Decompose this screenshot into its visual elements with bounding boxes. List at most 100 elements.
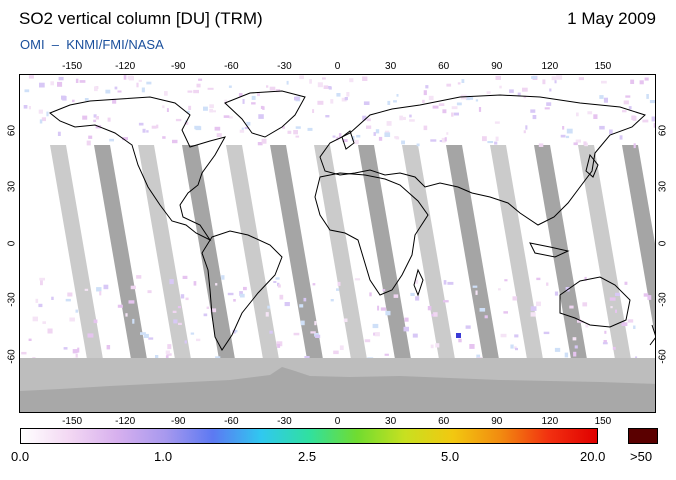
so2-speckle-360: [276, 341, 283, 347]
so2-speckle-334: [336, 136, 339, 141]
so2-speckle-96: [482, 136, 487, 142]
so2-speckle-140: [117, 90, 122, 93]
so2-speckle-261: [433, 312, 438, 317]
so2-speckle-106: [546, 282, 549, 286]
so2-speckle-353: [404, 317, 409, 322]
so2-speckle-2: [337, 281, 341, 286]
so2-speckle-370: [269, 86, 276, 91]
so2-speckle-337: [410, 292, 415, 296]
so2-speckle-273: [269, 330, 273, 334]
so2-speckle-381: [69, 317, 75, 322]
so2-speckle-41: [486, 91, 491, 94]
so2-speckle-105: [438, 103, 445, 106]
top-lon-tick-2: -90: [171, 61, 186, 72]
so2-speckle-240: [427, 306, 432, 311]
bottom-lon-tick-6: 30: [385, 416, 397, 427]
so2-speckle-87: [47, 328, 53, 334]
map-title: SO2 vertical column [DU] (TRM): [19, 9, 263, 28]
so2-speckle-9: [50, 81, 54, 86]
so2-speckle-236: [435, 343, 440, 348]
so2-speckle-189: [141, 87, 145, 93]
so2-speckle-275: [265, 312, 269, 317]
so2-speckle-212: [196, 83, 201, 88]
top-lon-tick-9: 120: [541, 61, 559, 72]
so2-speckle-350: [401, 140, 405, 145]
so2-speckle-394: [649, 100, 655, 104]
so2-speckle-102: [294, 96, 300, 101]
so2-speckle-385: [109, 138, 114, 142]
so2-speckle-198: [257, 142, 263, 146]
so2-speckle-371: [583, 141, 587, 146]
so2-speckle-306: [57, 131, 61, 136]
so2-speckle-415: [266, 85, 269, 88]
so2-speckle-53: [393, 294, 399, 298]
antarctica-landmass: [20, 367, 655, 412]
so2-speckle-234: [403, 326, 409, 332]
so2-speckle-316: [51, 296, 54, 300]
so2-speckle-149: [286, 80, 289, 85]
so2-speckle-43: [105, 89, 111, 94]
so2-speckle-108: [530, 312, 536, 317]
so2-speckle-195: [484, 315, 488, 319]
so2-speckle-386: [122, 137, 128, 141]
so2-speckle-83: [267, 305, 271, 309]
so2-speckle-404: [619, 135, 623, 140]
so2-speckle-255: [515, 347, 518, 351]
so2-speckle-200: [77, 347, 80, 353]
so2-speckle-355: [377, 305, 380, 311]
so2-speckle-247: [577, 318, 581, 323]
so2-speckle-223: [409, 119, 415, 122]
right-lat-tick-1: 30: [657, 180, 669, 193]
so2-speckle-192: [21, 351, 27, 355]
so2-speckle-84: [221, 275, 225, 280]
so2-speckle-239: [544, 107, 550, 110]
so2-speckle-58: [210, 308, 217, 313]
so2-colorbar: [20, 428, 598, 444]
so2-speckle-416: [314, 321, 317, 326]
so2-speckle-196: [61, 95, 66, 100]
right-lat-tick-0: 60: [657, 124, 669, 136]
so2-speckle-206: [243, 286, 247, 291]
so2-speckle-142: [479, 308, 486, 312]
so2-speckle-406: [203, 106, 208, 111]
so2-speckle-8: [503, 311, 508, 314]
so2-speckle-119: [625, 95, 631, 98]
so2-speckle-325: [432, 105, 439, 109]
so2-speckle-277: [309, 79, 312, 84]
so2-speckle-254: [295, 126, 301, 129]
left-lat-tick-3: -30: [6, 292, 18, 307]
so2-speckle-60: [336, 93, 341, 97]
so2-speckle-122: [257, 92, 260, 97]
so2-speckle-268: [564, 352, 569, 358]
so2-speckle-170: [522, 87, 528, 92]
colorbar-label-0: 0.0: [11, 449, 30, 464]
so2-speckle-213: [238, 93, 243, 97]
so2-speckle-6: [117, 304, 123, 308]
so2-speckle-299: [504, 279, 508, 282]
bottom-lon-tick-4: -30: [277, 416, 292, 427]
so2-speckle-184: [295, 135, 300, 138]
so2-speckle-362: [95, 116, 99, 120]
so2-speckle-94: [143, 333, 149, 338]
so2-speckle-46: [232, 329, 236, 334]
so2-speckle-398: [453, 112, 459, 116]
so2-speckle-52: [327, 86, 331, 89]
so2-speckle-199: [28, 106, 31, 110]
so2-speckle-345: [560, 134, 566, 138]
orbit-gap-swath-0: [50, 145, 104, 365]
so2-speckle-295: [275, 89, 281, 93]
so2-speckle-396: [422, 99, 425, 103]
so2-speckle-14: [456, 102, 462, 106]
so2-speckle-5: [128, 300, 135, 304]
so2-speckle-183: [223, 115, 230, 118]
so2-speckle-148: [362, 115, 367, 121]
bottom-lon-tick-9: 120: [541, 416, 559, 427]
so2-speckle-17: [35, 298, 39, 303]
so2-speckle-176: [475, 290, 478, 295]
so2-speckle-172: [317, 82, 323, 88]
so2-speckle-47: [546, 102, 552, 106]
so2-speckle-397: [299, 75, 304, 80]
so2-speckle-152: [24, 89, 30, 93]
so2-speckle-388: [554, 347, 561, 352]
so2-speckle-252: [476, 354, 481, 359]
